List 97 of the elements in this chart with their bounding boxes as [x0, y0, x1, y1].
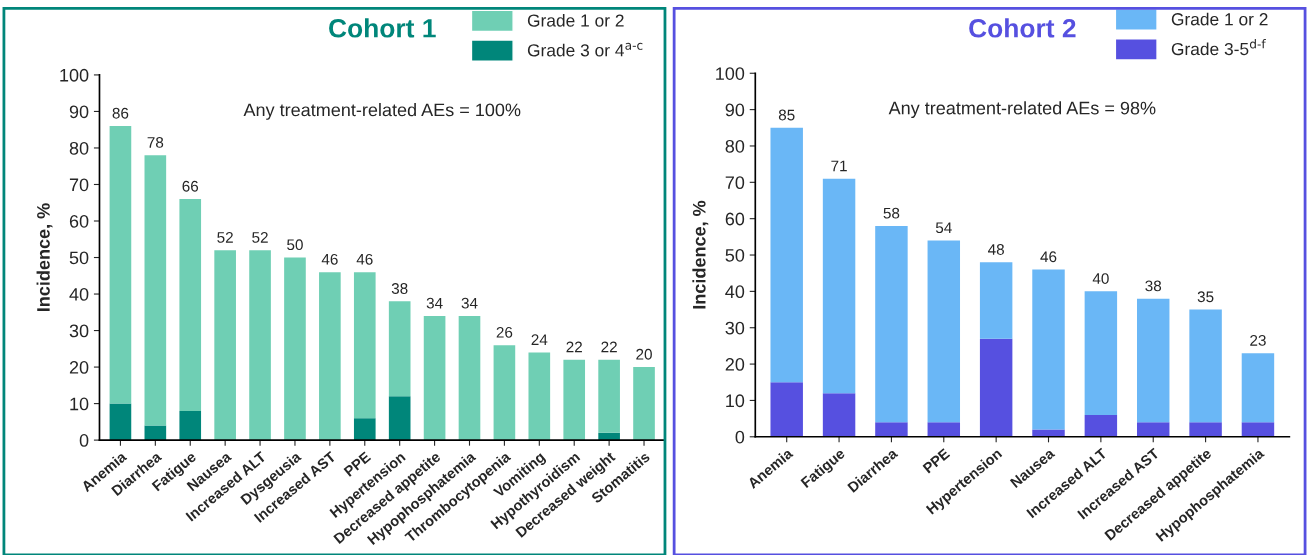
- y-tick-label: 30: [69, 324, 89, 338]
- bar: [388, 396, 411, 441]
- bar: [319, 272, 341, 441]
- y-tick-label: 70: [725, 176, 745, 190]
- y-tick-label: 70: [69, 178, 89, 192]
- bar: [1084, 414, 1118, 437]
- bar: [249, 250, 271, 441]
- y-tick-label: 50: [725, 248, 745, 262]
- bar: [563, 359, 586, 441]
- chart-title: Cohort 1: [329, 18, 436, 38]
- bar: [179, 410, 202, 441]
- total-label: 78: [147, 137, 164, 148]
- bar: [1189, 309, 1222, 423]
- bar: [875, 225, 908, 423]
- bar: [770, 382, 803, 437]
- total-label: 52: [252, 232, 268, 243]
- bar: [423, 315, 446, 441]
- bar: [1032, 269, 1065, 430]
- y-tick-label: 40: [725, 285, 745, 299]
- total-label: 52: [217, 232, 233, 243]
- y-tick-label: 60: [725, 212, 745, 226]
- bar: [598, 359, 620, 433]
- total-label: 46: [356, 253, 373, 265]
- bar: [1241, 353, 1275, 423]
- bar: [875, 422, 908, 437]
- legend-label: Grade 3 or 4$^{a‐c}$: [527, 42, 643, 57]
- bar: [528, 352, 551, 441]
- bar: [179, 199, 202, 411]
- total-label: 85: [778, 109, 795, 121]
- y-tick-label: 90: [69, 105, 89, 119]
- total-label: 71: [831, 160, 847, 172]
- bar: [493, 345, 516, 441]
- total-label: 46: [321, 253, 338, 265]
- legend-label: Grade 3-5$^{d‐f}$: [1171, 39, 1266, 56]
- y-tick-label: 100: [60, 68, 89, 82]
- bar: [770, 127, 803, 383]
- bar: [388, 301, 411, 397]
- total-label: 26: [496, 326, 513, 338]
- bar: [633, 367, 655, 441]
- total-label: 23: [1250, 334, 1266, 346]
- bar: [1241, 422, 1275, 437]
- bar: [353, 272, 376, 419]
- bar: [822, 393, 856, 437]
- legend-label: Grade 1 or 2: [527, 13, 624, 27]
- y-tick-label: 100: [716, 67, 745, 80]
- total-label: 34: [461, 297, 478, 309]
- bar: [1084, 291, 1118, 415]
- total-label: 38: [391, 283, 408, 294]
- total-label: 40: [1092, 273, 1109, 284]
- bar: [458, 315, 481, 441]
- bar: [1137, 298, 1170, 423]
- y-tick-label: 30: [725, 321, 745, 335]
- annotation: Any treatment-related AEs = 100%: [243, 103, 521, 120]
- bar: [927, 240, 961, 423]
- y-axis-title: Incidence, %: [36, 203, 53, 311]
- chart-title: Cohort 2: [969, 18, 1076, 38]
- y-tick-label: 10: [726, 394, 745, 408]
- bar: [822, 178, 856, 394]
- y-tick-label: 90: [725, 103, 745, 117]
- y-tick-label: 80: [725, 139, 745, 153]
- total-label: 66: [182, 180, 199, 192]
- total-label: 34: [426, 297, 443, 309]
- bar: [214, 250, 236, 441]
- y-tick-label: 20: [725, 358, 745, 371]
- y-tick-label: 40: [69, 287, 89, 301]
- bar: [979, 262, 1013, 339]
- y-tick-label: 20: [69, 361, 89, 374]
- legend-label: Grade 1 or 2: [1171, 12, 1268, 26]
- total-label: 20: [636, 348, 652, 360]
- annotation: Any treatment-related AEs = 98%: [888, 101, 1156, 119]
- bar: [927, 422, 961, 437]
- bar: [144, 155, 167, 426]
- total-label: 54: [935, 222, 952, 234]
- bar: [109, 403, 132, 441]
- y-axis-title: Incidence, %: [692, 200, 709, 309]
- bar: [284, 257, 306, 441]
- total-label: 48: [988, 244, 1004, 255]
- total-label: 86: [112, 107, 129, 119]
- bar: [979, 338, 1013, 437]
- bar: [1189, 422, 1222, 437]
- total-label: 38: [1145, 280, 1162, 292]
- y-tick-label: 10: [70, 397, 89, 411]
- total-label: 46: [1040, 251, 1057, 263]
- y-tick-label: 60: [69, 214, 89, 228]
- y-tick-label: 0: [735, 430, 745, 444]
- total-label: 22: [566, 341, 582, 353]
- total-label: 24: [531, 334, 548, 345]
- total-label: 58: [883, 207, 900, 219]
- y-tick-label: 80: [69, 141, 89, 155]
- y-tick-label: 50: [69, 251, 89, 265]
- total-label: 50: [287, 239, 303, 251]
- bar: [109, 126, 132, 404]
- bar: [1137, 422, 1170, 437]
- total-label: 22: [601, 341, 617, 353]
- total-label: 35: [1197, 291, 1214, 303]
- y-tick-label: 0: [79, 434, 89, 447]
- bar: [353, 418, 376, 441]
